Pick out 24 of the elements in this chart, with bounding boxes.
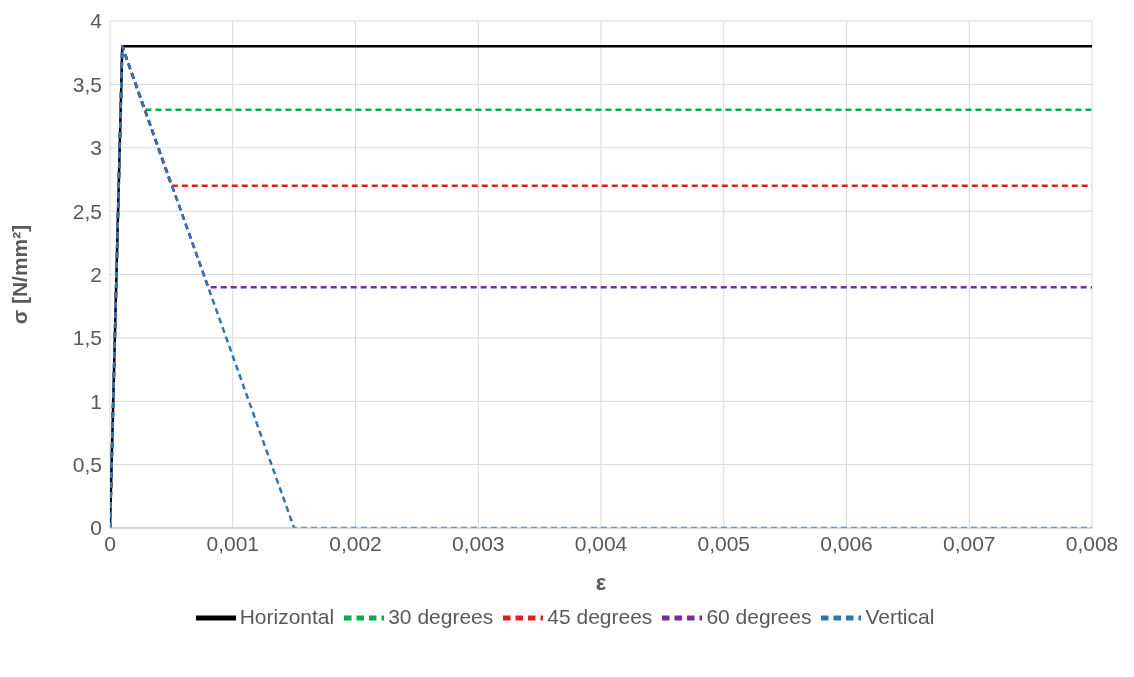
y-tick-label: 0 [90, 516, 102, 540]
legend-label: 60 degrees [706, 604, 812, 628]
x-tick-label: 0,004 [574, 531, 628, 555]
x-tick-label: 0,007 [942, 531, 996, 555]
x-tick-label: 0,002 [329, 531, 382, 555]
y-tick-label: 4 [90, 9, 103, 33]
y-tick-label: 2 [90, 262, 102, 286]
legend-label: 45 degrees [547, 604, 653, 628]
x-tick-label: 0,008 [1065, 531, 1119, 555]
y-tick-label: 3 [90, 136, 102, 160]
y-axis-title: σ [N/mm²] [8, 224, 32, 325]
y-tick-label: 0,5 [72, 453, 102, 477]
y-tick-label: 3,5 [72, 72, 102, 96]
y-tick-label: 2,5 [72, 199, 102, 223]
x-tick-label: 0,006 [820, 531, 873, 555]
x-axis-title: ε [595, 570, 607, 595]
legend-label: Vertical [865, 604, 935, 628]
legend-label: Horizontal [239, 604, 335, 628]
y-tick-label: 1 [90, 389, 102, 413]
y-tick-label: 1,5 [72, 326, 102, 350]
x-tick-label: 0,003 [451, 531, 505, 555]
x-tick-label: 0,005 [697, 531, 751, 555]
x-tick-label: 0,001 [206, 531, 260, 555]
legend-label: 30 degrees [388, 604, 494, 628]
